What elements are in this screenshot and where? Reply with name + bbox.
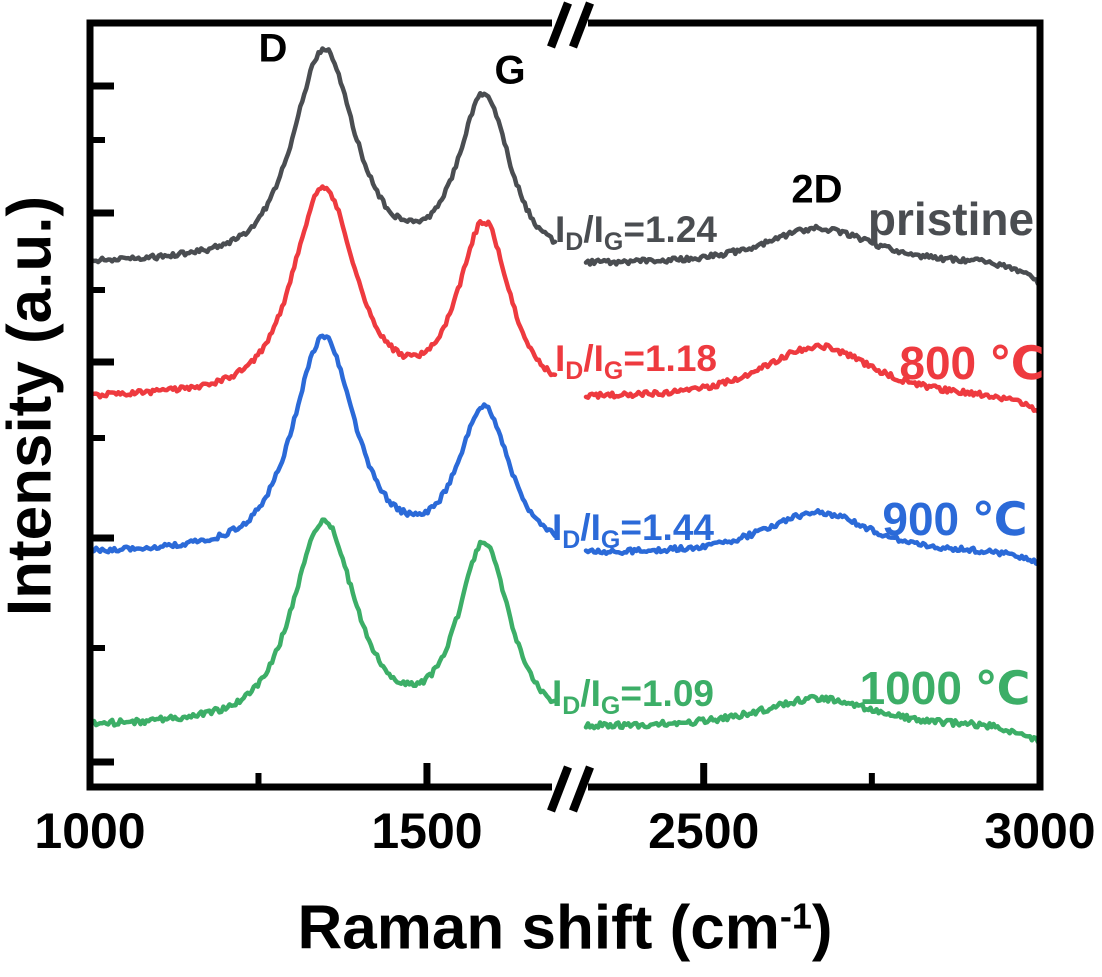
series-name-label-pristine: pristine <box>867 193 1035 245</box>
ratio-label-part-1: I <box>552 507 563 548</box>
ratio-label-part-4: G <box>600 526 621 554</box>
ratio-label-part-3: /I <box>580 673 601 714</box>
y-axis-title-text: Intensity (a.u.) <box>0 195 65 617</box>
ratio-label-part-2: D <box>565 357 584 385</box>
band-label-G: G <box>494 48 526 93</box>
ratio-label-part-3: /I <box>580 507 601 548</box>
ratio-label-part-1: I <box>555 209 566 250</box>
ratio-label-part-3: /I <box>583 209 604 250</box>
x-axis-title-superscript: -1 <box>779 895 812 937</box>
x-tick-label-1000: 1000 <box>34 803 146 859</box>
series-ratio-label-pristine: ID/IG=1.24 <box>555 209 717 255</box>
ratio-label-part-4: G <box>603 228 624 256</box>
series-name-label-900-℃: 900 ℃ <box>882 493 1028 545</box>
series-curve-800-℃-segment-1 <box>87 184 558 400</box>
series-curve-900-℃-segment-2 <box>583 508 1043 567</box>
axis-break-slash2-top <box>569 1 594 49</box>
x-tick-label-2500: 2500 <box>648 803 760 859</box>
x-tick-label-3000: 3000 <box>984 803 1096 859</box>
band-label-D: D <box>258 26 288 71</box>
axis-break-slash1-top <box>547 1 572 49</box>
ratio-label-part-5: =1.09 <box>620 673 714 714</box>
axis-break-slash1-bottom <box>547 765 572 813</box>
ratio-label-part-2: D <box>565 228 584 256</box>
ratio-label-part-2: D <box>562 526 581 554</box>
x-tick-label-1500: 1500 <box>371 803 483 859</box>
series-curve-800-℃-segment-2 <box>583 342 1043 415</box>
ratio-label-part-5: =1.24 <box>623 209 717 250</box>
series-curve-1000-℃-segment-1 <box>87 517 558 728</box>
series-curve-900-℃-segment-1 <box>87 333 558 555</box>
series-curve-pristine-segment-2 <box>583 223 1043 287</box>
ratio-label-part-2: D <box>562 692 581 720</box>
axis-break-slash2-bottom <box>569 765 594 813</box>
series-name-label-800-℃: 800 ℃ <box>899 337 1045 389</box>
ratio-label-part-3: /I <box>583 338 604 379</box>
series-curve-1000-℃-segment-2 <box>583 693 1043 745</box>
ratio-label-part-5: =1.44 <box>620 507 714 548</box>
series-curve-pristine-segment-1 <box>87 46 558 265</box>
x-axis-title-text: Raman shift (cm <box>297 893 780 963</box>
series-ratio-label-800-℃: ID/IG=1.18 <box>555 338 717 384</box>
series-ratio-label-900-℃: ID/IG=1.44 <box>552 507 714 553</box>
ratio-label-part-4: G <box>603 357 624 385</box>
x-axis-title-close: ) <box>811 893 833 963</box>
y-axis-title: Intensity (a.u.) <box>0 196 66 616</box>
x-axis-title: Raman shift (cm-1) <box>298 893 833 964</box>
ratio-label-part-5: =1.18 <box>623 338 717 379</box>
ratio-label-part-1: I <box>555 338 566 379</box>
ratio-label-part-1: I <box>552 673 563 714</box>
ratio-label-part-4: G <box>600 692 621 720</box>
series-ratio-label-1000-℃: ID/IG=1.09 <box>552 673 714 719</box>
series-name-label-1000-℃: 1000 ℃ <box>859 662 1031 714</box>
band-label-2D: 2D <box>791 167 843 212</box>
